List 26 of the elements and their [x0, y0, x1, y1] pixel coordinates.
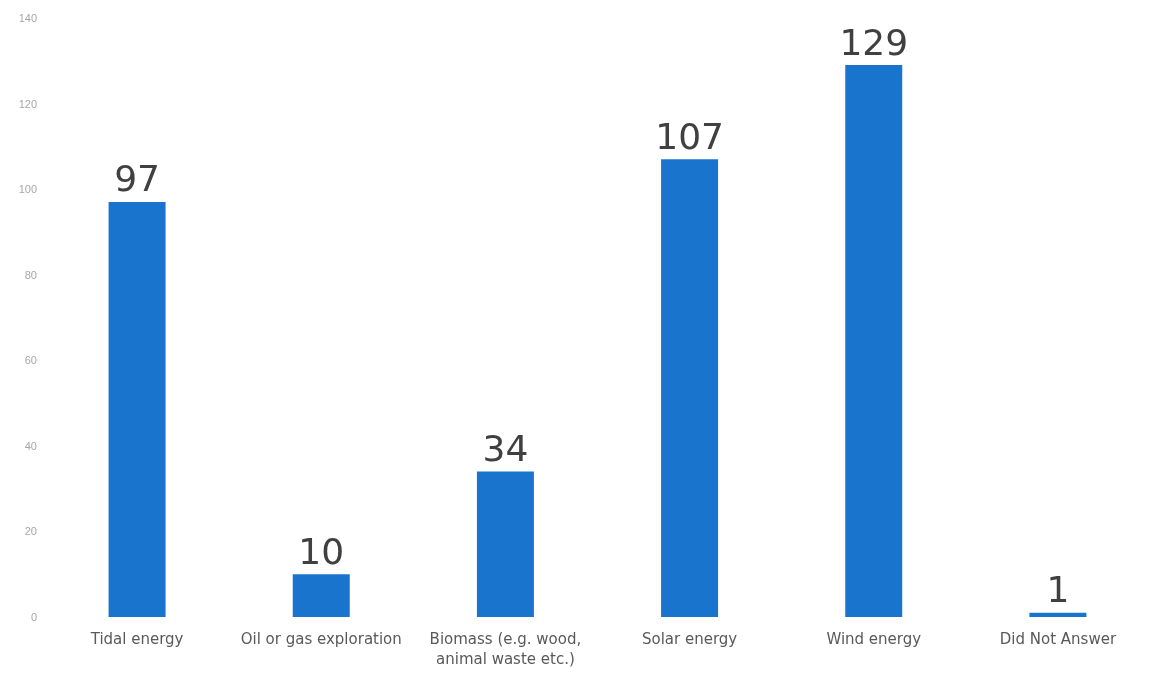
y-tick-label: 0	[30, 611, 37, 623]
y-tick-label: 40	[24, 439, 37, 452]
y-tick-label: 140	[18, 12, 37, 24]
data-label: 10	[298, 530, 345, 572]
y-tick-label: 120	[18, 97, 37, 110]
bar	[661, 159, 719, 617]
bar	[476, 471, 534, 617]
x-tick-label: Biomass (e.g. wood, animal waste etc.)	[429, 630, 582, 668]
data-label: 129	[839, 21, 909, 63]
y-tick-label: 100	[18, 183, 37, 196]
x-tick-label: Wind energy	[826, 630, 922, 648]
y-tick-label: 60	[24, 354, 37, 367]
x-tick-label: Did Not Answer	[999, 630, 1117, 648]
data-label: 34	[482, 428, 529, 470]
data-label: 107	[655, 115, 724, 157]
x-tick-label: Tidal energy	[89, 630, 184, 648]
y-tick-label: 20	[24, 525, 37, 538]
bar	[292, 574, 350, 617]
bar	[108, 201, 166, 617]
data-label: 97	[114, 158, 160, 200]
x-tick-label: Oil or gas exploration	[240, 630, 402, 648]
x-tick-label: Solar energy	[641, 630, 738, 648]
bar	[845, 65, 903, 617]
data-label: 1	[1046, 569, 1070, 611]
bar	[1029, 612, 1087, 617]
y-tick-label: 80	[24, 268, 37, 281]
